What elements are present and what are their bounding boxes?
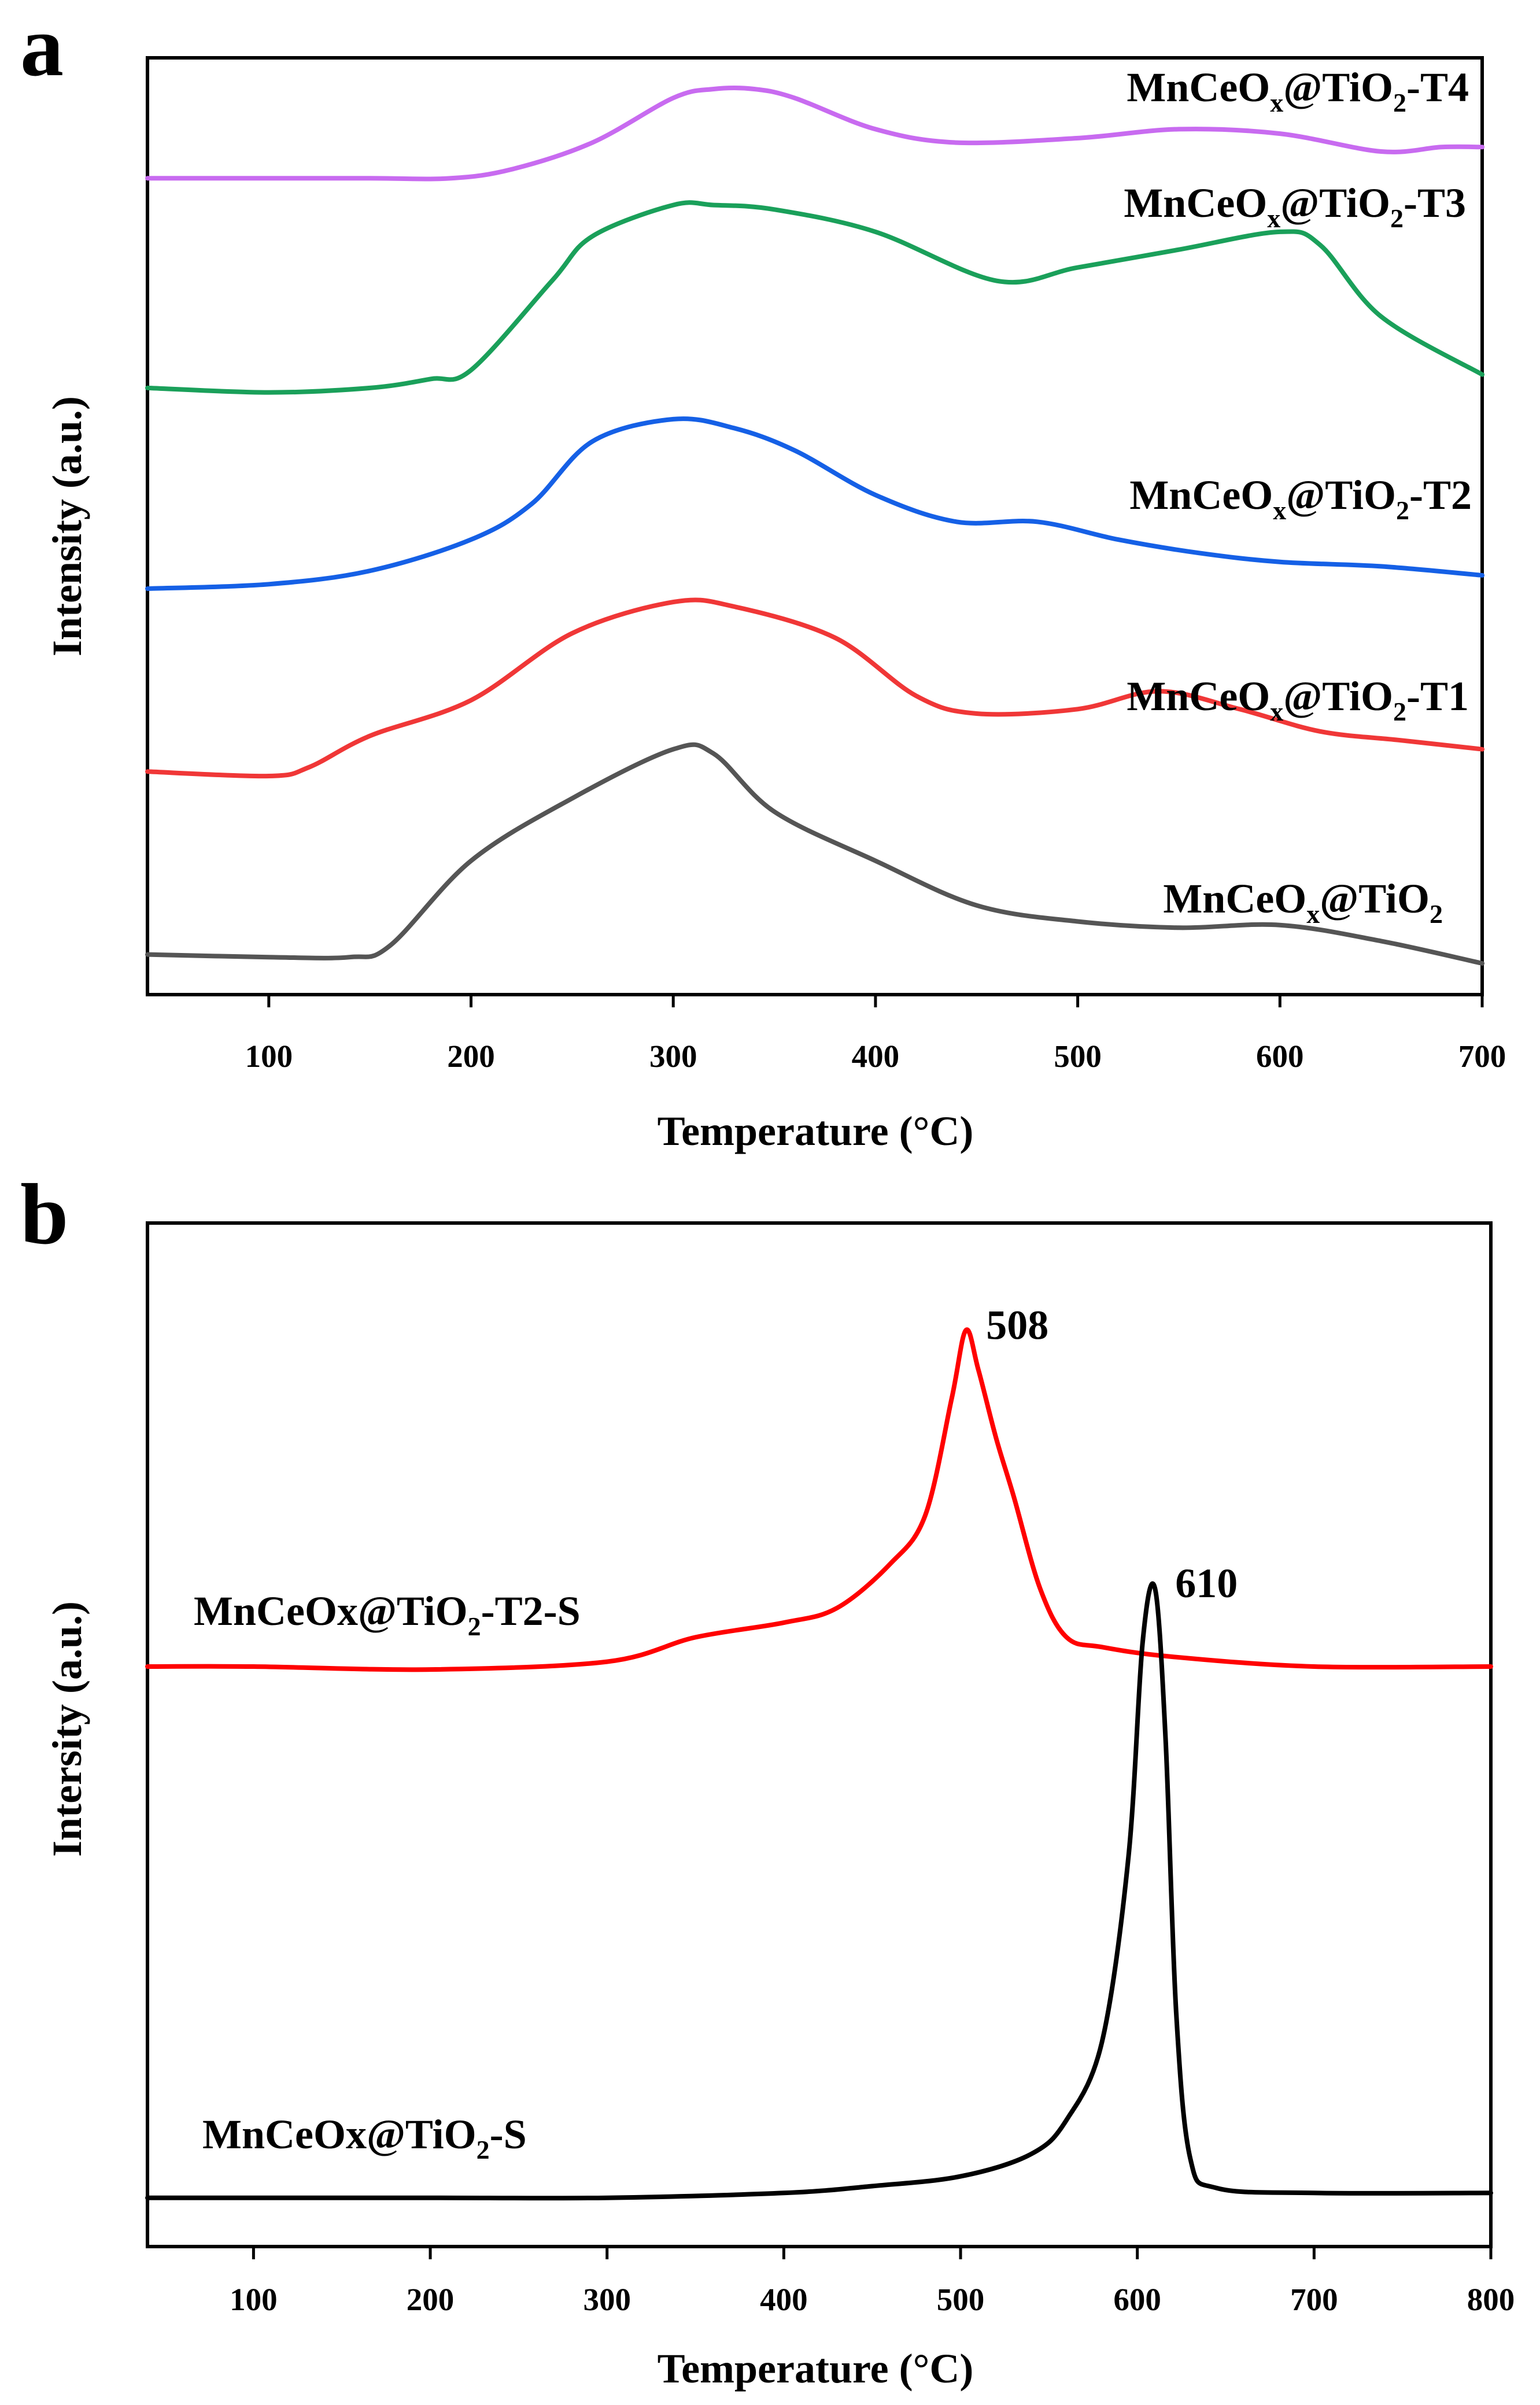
x-tick-label: 200 bbox=[407, 2282, 455, 2317]
x-tick-label: 400 bbox=[760, 2282, 808, 2317]
x-tick-label: 400 bbox=[852, 1039, 900, 1074]
series-line bbox=[145, 1327, 1493, 1672]
series-labels-b: MnCeOx@TiO2-T2-S MnCeOx@TiO2-S bbox=[194, 1588, 581, 2164]
panel-b: b 100 200 300 400 500 600 700 800 508 610 MnCeOx… bbox=[20, 1166, 1515, 2392]
panel-letter-a: a bbox=[20, 0, 64, 94]
x-tick-label: 100 bbox=[230, 2282, 278, 2317]
x-tick-label: 300 bbox=[649, 1039, 697, 1074]
x-tick-label: 500 bbox=[937, 2282, 985, 2317]
peak-label: 610 bbox=[1175, 1560, 1238, 1606]
y-axis-title-b: Intersity (a.u.) bbox=[44, 1601, 90, 1857]
series-label: MnCeOx@TiO2-S bbox=[202, 2111, 527, 2164]
curves-a bbox=[145, 86, 1484, 966]
series-label: MnCeOx@TiO2 bbox=[1163, 875, 1443, 929]
series-line bbox=[145, 86, 1484, 182]
x-axis-title-a: Temperature (°C) bbox=[658, 1108, 974, 1154]
x-ticks-a: 100 200 300 400 500 600 700 bbox=[245, 995, 1506, 1074]
curves-b: 508 610 bbox=[145, 1302, 1493, 2201]
series-line bbox=[145, 1581, 1493, 2201]
series-line bbox=[145, 200, 1484, 395]
x-tick-label: 800 bbox=[1467, 2282, 1515, 2317]
series-label: MnCeOx@TiO2-T2 bbox=[1129, 472, 1472, 525]
series-line bbox=[145, 597, 1484, 779]
x-tick-label: 200 bbox=[447, 1039, 495, 1074]
series-line bbox=[145, 416, 1484, 591]
series-label: MnCeOx@TiO2-T3 bbox=[1124, 180, 1466, 233]
series-label: MnCeOx@TiO2-T1 bbox=[1127, 673, 1469, 726]
series-labels-a: MnCeOx@TiO2-T4 MnCeOx@TiO2-T3 MnCeOx@TiO2-… bbox=[1124, 64, 1472, 929]
series-label: MnCeOx@TiO2-T4 bbox=[1127, 64, 1469, 117]
x-tick-label: 600 bbox=[1113, 2282, 1161, 2317]
x-tick-label: 600 bbox=[1256, 1039, 1304, 1074]
x-tick-label: 700 bbox=[1290, 2282, 1338, 2317]
x-tick-label: 500 bbox=[1054, 1039, 1102, 1074]
y-axis-title-a: Intensity (a.u.) bbox=[44, 396, 90, 656]
x-axis-title-b: Temperature (°C) bbox=[658, 2345, 974, 2392]
panel-a: a 100 200 300 400 500 600 700 MnCeOx@TiO2-T4Mn… bbox=[20, 0, 1506, 1154]
x-tick-label: 700 bbox=[1458, 1039, 1506, 1074]
series-line bbox=[145, 742, 1484, 966]
series-label: MnCeOx@TiO2-T2-S bbox=[194, 1588, 581, 1641]
plot-frame-a bbox=[146, 56, 1484, 996]
x-tick-label: 100 bbox=[245, 1039, 293, 1074]
peak-label: 508 bbox=[986, 1302, 1048, 1348]
panel-letter-b: b bbox=[20, 1166, 68, 1262]
plot-frame-b bbox=[146, 1221, 1493, 2248]
x-tick-label: 300 bbox=[583, 2282, 631, 2317]
x-ticks-b: 100 200 300 400 500 600 700 800 bbox=[230, 2247, 1515, 2317]
